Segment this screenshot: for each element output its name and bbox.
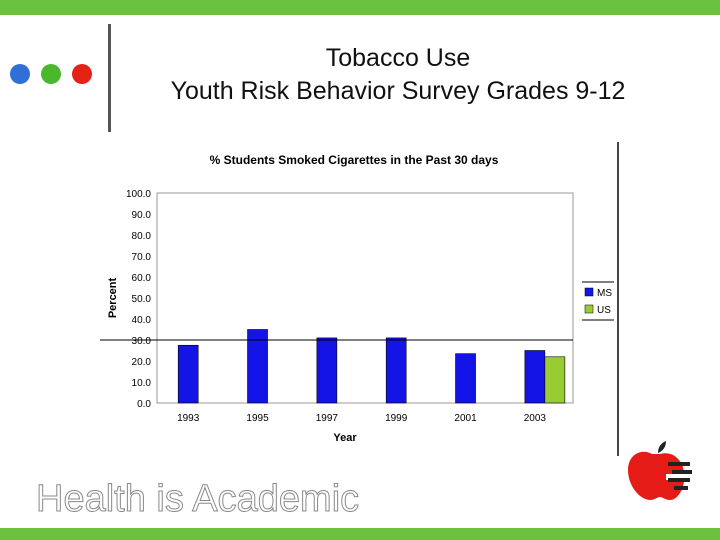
plot-frame [156,192,574,404]
decorative-dots [10,64,100,86]
green-dot [41,64,61,84]
legend-swatch-ms [584,287,594,297]
x-tick-label: 1999 [385,413,408,424]
y-tick-label: 80.0 [132,231,152,242]
footer-logo-text: Health is Academic [35,478,360,521]
bar-ms-2001 [455,353,476,404]
top-accent-bar [0,0,720,15]
x-tick-label: 2001 [454,413,477,424]
legend-swatch-us [584,304,594,314]
x-tick-label: 1995 [246,413,269,424]
slide-title: Tobacco Use Youth Risk Behavior Survey G… [118,42,678,108]
slide-title-line2: Youth Risk Behavior Survey Grades 9-12 [170,77,626,105]
y-tick-label: 60.0 [132,273,152,284]
title-divider [108,24,111,132]
y-tick-label: 50.0 [132,294,152,305]
chart-title: % Students Smoked Cigarettes in the Past… [210,153,499,167]
y-tick-label: 20.0 [132,357,152,368]
red-dot [72,64,92,84]
x-axis-label: Year [333,432,357,444]
bar-ms-2003 [524,350,546,404]
y-tick-label: 30.0 [132,336,152,347]
y-tick-label: 70.0 [132,252,152,263]
y-axis-label: Percent [107,277,119,318]
y-tick-label: 0.0 [137,399,151,410]
x-tick-label: 1997 [316,413,339,424]
apple-icon [628,441,692,500]
blue-dot [10,64,30,84]
slide-title-line1: Tobacco Use [325,44,471,72]
bar-chart: % Students Smoked Cigarettes in the Past… [100,153,614,444]
bar-ms-1993 [177,344,199,404]
bar-us-2003 [544,356,566,404]
y-tick-label: 90.0 [132,210,152,221]
bar-ms-1997 [316,337,338,404]
x-tick-label: 2003 [524,413,547,424]
y-tick-label: 100.0 [126,189,151,200]
legend-label-ms: MS [597,288,612,299]
right-divider [617,142,619,456]
y-tick-label: 10.0 [132,378,152,389]
bar-ms-1995 [247,329,268,404]
bar-ms-1999 [385,337,407,404]
bottom-accent-bar [0,528,720,540]
y-tick-label: 40.0 [132,315,152,326]
x-tick-label: 1993 [177,413,200,424]
legend-label-us: US [597,305,611,316]
chart-container: % Students Smoked Cigarettes in the Past… [100,140,620,450]
